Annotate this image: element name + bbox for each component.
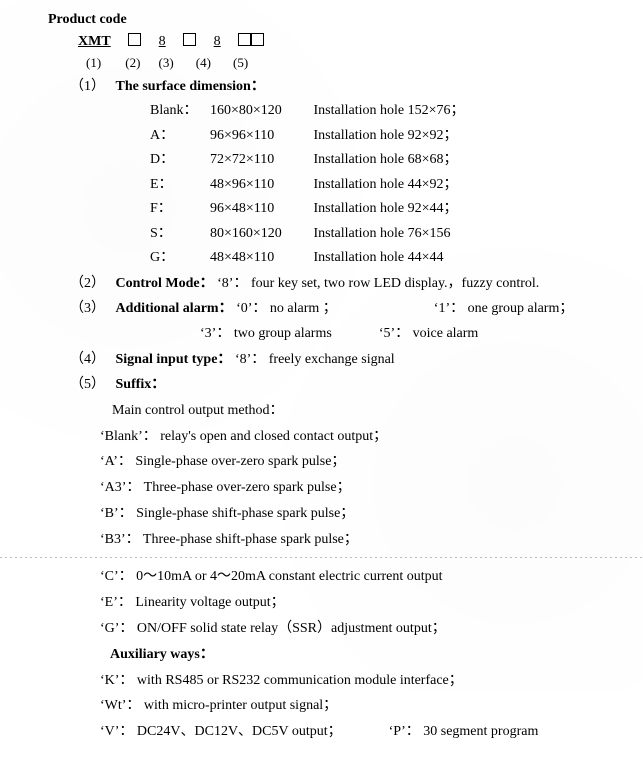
sec2-idx: （2）	[70, 276, 105, 291]
list-item: ‘G’： ON/OFF solid state relay（SSR）adjust…	[0, 616, 643, 642]
code-box-5a	[238, 33, 251, 46]
dim-size: 72×72×110	[210, 148, 310, 173]
section-1: （1） The surface dimension：	[0, 74, 643, 99]
sec4-text: ‘8’： freely exchange signal	[235, 352, 395, 367]
sec3-d: ‘5’： voice alarm	[379, 326, 479, 341]
sec3-c: ‘3’： two group alarms	[200, 326, 332, 341]
dim-label: E：	[150, 173, 210, 198]
slot-idx-3: (3)	[159, 53, 193, 74]
dim-label: Blank：	[150, 99, 210, 124]
list-item: ‘A’： Single-phase over-zero spark pulse；	[0, 449, 643, 475]
list-item: ‘B’： Single-phase shift-phase spark puls…	[0, 501, 643, 527]
dimension-row: A：96×96×110 Installation hole 92×92；	[0, 124, 643, 149]
dim-label: F：	[150, 197, 210, 222]
product-code-line: XMT 8 8	[0, 31, 643, 53]
sec5-idx: （5）	[70, 377, 105, 392]
list-item: ‘A3’： Three-phase over-zero spark pulse；	[0, 475, 643, 501]
sec3-heading: Additional alarm：	[116, 301, 233, 316]
dim-size: 160×80×120	[210, 99, 310, 124]
sec5-main-heading: Main control output method：	[0, 398, 643, 424]
list-item: ‘E’： Linearity voltage output；	[0, 590, 643, 616]
slot-idx-4: (4)	[196, 53, 230, 74]
dim-size: 96×96×110	[210, 124, 310, 149]
sec4-idx: （4）	[70, 352, 105, 367]
dimension-row: E：48×96×110 Installation hole 44×92；	[0, 173, 643, 198]
sec3-b: ‘1’： one group alarm；	[434, 301, 574, 316]
section-3-line2: ‘3’： two group alarms ‘5’： voice alarm	[0, 321, 643, 347]
dimension-row: F：96×48×110 Installation hole 92×44；	[0, 197, 643, 222]
code-box-3	[183, 33, 196, 46]
dimension-row: D：72×72×110 Installation hole 68×68；	[0, 148, 643, 173]
dim-label: A：	[150, 124, 210, 149]
dim-hole: Installation hole 44×44	[314, 246, 444, 271]
dim-size: 48×48×110	[210, 246, 310, 271]
sec5-main2-list: ‘C’： 0～10mA or 4～20mA constant electric …	[0, 564, 643, 642]
list-item: ‘Blank’： relay's open and closed contact…	[0, 424, 643, 450]
code-box-1	[128, 33, 141, 46]
dimension-table: Blank：160×80×120 Installation hole 152×7…	[0, 99, 643, 271]
dim-size: 80×160×120	[210, 222, 310, 247]
sec5-aux-last-a: ‘V’： DC24V、DC12V、DC5V output；	[100, 724, 342, 739]
dim-hole: Installation hole 152×76；	[314, 99, 465, 124]
dim-hole: Installation hole 76×156	[314, 222, 451, 247]
sec5-main-list: ‘Blank’： relay's open and closed contact…	[0, 424, 643, 553]
dim-hole: Installation hole 44×92；	[314, 173, 458, 198]
sec5-heading: Suffix：	[116, 377, 166, 392]
sec2-text: ‘8’： four key set, two row LED display.，…	[217, 276, 539, 291]
dimension-row: S：80×160×120 Installation hole 76×156	[0, 222, 643, 247]
page-title: Product code	[48, 8, 643, 31]
dim-label: G：	[150, 246, 210, 271]
dimension-row: G：48×48×110 Installation hole 44×44	[0, 246, 643, 271]
dimension-row: Blank：160×80×120 Installation hole 152×7…	[0, 99, 643, 124]
code-fixed-4: 8	[214, 34, 221, 49]
sec5-aux-heading: Auxiliary ways：	[0, 642, 643, 668]
sec3-idx: （3）	[70, 301, 105, 316]
list-item: ‘Wt’： with micro-printer output signal；	[0, 693, 643, 719]
slot-idx-2: (2)	[125, 53, 155, 74]
code-fixed-2: 8	[159, 34, 166, 49]
sec3-a: ‘0’： no alarm ；	[236, 301, 337, 316]
list-item: ‘B3’： Three-phase shift-phase spark puls…	[0, 527, 643, 553]
section-5: （5） Suffix：	[0, 372, 643, 397]
sec1-heading: The surface dimension：	[116, 79, 265, 94]
dim-hole: Installation hole 92×44；	[314, 197, 458, 222]
dim-size: 48×96×110	[210, 173, 310, 198]
section-3: （3） Additional alarm： ‘0’： no alarm ； ‘1…	[0, 296, 643, 321]
dim-size: 96×48×110	[210, 197, 310, 222]
sec4-heading: Signal input type：	[116, 352, 232, 367]
sec5-aux-last-b: ‘P’： 30 segment program	[389, 724, 539, 739]
list-item: ‘C’： 0～10mA or 4～20mA constant electric …	[0, 564, 643, 590]
separator	[0, 557, 643, 558]
dim-hole: Installation hole 68×68；	[314, 148, 458, 173]
dim-label: D：	[150, 148, 210, 173]
slot-idx-1: (1)	[86, 53, 122, 74]
product-code-indices: (1) (2) (3) (4) (5)	[0, 53, 643, 74]
sec5-aux-last: ‘V’： DC24V、DC12V、DC5V output； ‘P’： 30 se…	[0, 719, 643, 745]
sec1-idx: （1）	[70, 79, 105, 94]
code-prefix: XMT	[78, 34, 111, 49]
dim-label: S：	[150, 222, 210, 247]
code-box-5b	[251, 33, 264, 46]
section-4: （4） Signal input type： ‘8’： freely excha…	[0, 347, 643, 372]
sec5-aux-list: ‘K’： with RS485 or RS232 communication m…	[0, 668, 643, 720]
section-2: （2） Control Mode： ‘8’： four key set, two…	[0, 271, 643, 296]
sec2-heading: Control Mode：	[116, 276, 214, 291]
slot-idx-5: (5)	[233, 53, 269, 74]
dim-hole: Installation hole 92×92；	[314, 124, 458, 149]
